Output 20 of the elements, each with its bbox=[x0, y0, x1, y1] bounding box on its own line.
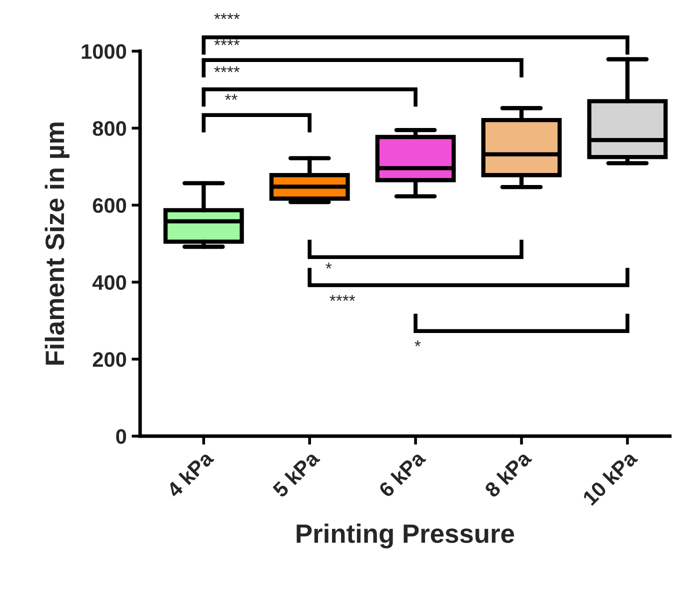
annotation: ** bbox=[224, 94, 238, 100]
y-tick-label: 400 bbox=[92, 275, 126, 290]
x-tick-label: 4 kPa bbox=[165, 449, 215, 498]
annotation: **** bbox=[214, 66, 240, 72]
annotation: **** bbox=[330, 295, 356, 301]
x-axis-title: Printing Pressure bbox=[296, 524, 514, 548]
y-tick-label: 1000 bbox=[82, 44, 126, 59]
text: **** bbox=[214, 39, 240, 46]
y-tick-label: 0 bbox=[116, 429, 126, 444]
y-tick-label: 800 bbox=[92, 121, 126, 136]
x-tick-label: 5 kPa bbox=[272, 449, 321, 498]
text: **** bbox=[214, 13, 240, 20]
x-tick-label: 6 kPa bbox=[378, 449, 426, 498]
annotation: * bbox=[326, 262, 332, 269]
y-tick-label: 600 bbox=[92, 198, 126, 213]
annotation: * bbox=[414, 340, 421, 346]
x-tick-label: 10 kPa bbox=[582, 449, 638, 506]
y-axis-title: Filament Size in µm bbox=[44, 122, 70, 365]
x-tick-label: 8 kPa bbox=[483, 449, 532, 498]
y-tick-label: 200 bbox=[92, 352, 126, 367]
